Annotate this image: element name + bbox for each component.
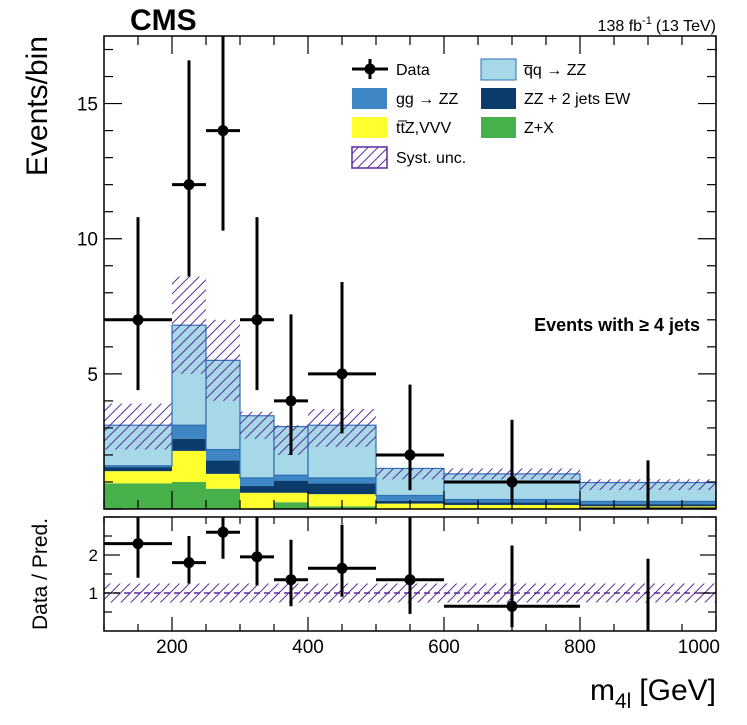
bar-ttzvvv bbox=[206, 473, 240, 489]
legend-swatch-ggzz bbox=[352, 88, 387, 109]
bar-zx bbox=[274, 502, 308, 509]
legend-label-ttzvvv: tt̅Z,VVV bbox=[396, 120, 451, 137]
bar-zzjjew bbox=[308, 483, 376, 495]
bar-ttzvvv bbox=[240, 492, 274, 509]
bar-ggzz bbox=[104, 465, 172, 468]
ratio-point bbox=[404, 574, 416, 586]
ratio-point bbox=[506, 600, 518, 612]
bar-ggzz bbox=[308, 477, 376, 484]
data-point bbox=[285, 395, 297, 407]
legend-swatch-ttzvvv bbox=[352, 117, 387, 138]
legend-swatch-qqzz bbox=[480, 58, 517, 81]
x-axis-title-unit: [GeV] bbox=[639, 674, 716, 707]
jets-annotation: Events with ≥ 4 jets bbox=[534, 315, 700, 335]
bar-ggzz bbox=[376, 495, 444, 501]
energy-value: (13 TeV) bbox=[656, 18, 716, 35]
legend-label-ggzz: gg → ZZ bbox=[396, 91, 458, 108]
main-axes: 5 10 15 bbox=[77, 36, 717, 510]
legend-entry-zx: Z+X bbox=[481, 117, 554, 138]
main-y-tick-label: 10 bbox=[77, 230, 98, 251]
ratio-axes: 1 2 200 400 600 800 1000 bbox=[89, 516, 720, 658]
main-y-tick-label: 15 bbox=[77, 95, 98, 116]
legend-label-zzjjew: ZZ + 2 jets EW bbox=[524, 91, 631, 108]
legend-swatch-syst bbox=[351, 146, 388, 169]
ratio-y-axis-label: Data / Pred. bbox=[29, 518, 52, 630]
ratio-y-tick-label: 1 bbox=[89, 584, 98, 603]
legend: Data q̅q → ZZ gg → ZZ ZZ + 2 jets EW tt̅… bbox=[351, 58, 631, 169]
ratio-plot-content bbox=[104, 517, 716, 631]
legend-entry-zzjjew: ZZ + 2 jets EW bbox=[481, 88, 631, 109]
data-point bbox=[404, 449, 416, 461]
bar-ttzvvv bbox=[104, 471, 172, 484]
x-tick-label: 800 bbox=[564, 637, 596, 658]
lumi-superscript: -1 bbox=[642, 15, 652, 27]
x-tick-label: 600 bbox=[428, 637, 460, 658]
ratio-point bbox=[285, 574, 297, 586]
ratio-point bbox=[183, 557, 195, 569]
legend-entry-qqzz: q̅q → ZZ bbox=[480, 58, 587, 81]
data-point bbox=[217, 125, 229, 137]
data-point bbox=[251, 314, 263, 326]
legend-label-qqzz: q̅q → ZZ bbox=[523, 62, 587, 79]
ratio-point bbox=[132, 538, 144, 550]
bar-zzjjew bbox=[206, 460, 240, 474]
bar-ttzvvv bbox=[274, 492, 308, 503]
experiment-label: CMS bbox=[130, 4, 197, 37]
legend-swatch-zzjjew bbox=[481, 88, 516, 109]
lumi-value: 138 fb bbox=[598, 18, 643, 35]
legend-entry-ggzz: gg → ZZ bbox=[352, 88, 458, 109]
lumi-label: 138 fb-1 (13 TeV) bbox=[598, 15, 716, 35]
bar-ggzz bbox=[206, 449, 240, 461]
legend-entry-data: Data bbox=[352, 59, 430, 79]
svg-text:m4l[GeV]: m4l [GeV] bbox=[590, 674, 716, 713]
legend-swatch-zx bbox=[481, 117, 516, 138]
bar-ttzvvv bbox=[172, 450, 206, 482]
bar-zzjjew bbox=[240, 486, 274, 493]
bar-ggzz bbox=[274, 475, 308, 481]
data-point bbox=[183, 179, 195, 191]
data-point bbox=[336, 368, 348, 380]
svg-text:138 fb-1(13 TeV): 138 fb-1 (13 TeV) bbox=[598, 15, 716, 35]
data-point bbox=[506, 476, 518, 488]
legend-entry-syst: Syst. unc. bbox=[351, 146, 466, 169]
x-tick-label: 200 bbox=[156, 637, 188, 658]
x-tick-label: 1000 bbox=[678, 637, 720, 658]
bar-zx bbox=[172, 481, 206, 509]
syst-band-bin bbox=[206, 319, 240, 401]
legend-label-syst: Syst. unc. bbox=[396, 150, 466, 167]
main-y-tick-label: 5 bbox=[87, 365, 98, 386]
main-y-axis-label: Events/bin bbox=[21, 36, 54, 176]
x-tick-label: 400 bbox=[292, 637, 324, 658]
bar-zx bbox=[206, 488, 240, 509]
x-axis-title-sub: 4l bbox=[615, 690, 631, 713]
syst-band-bin bbox=[104, 403, 172, 450]
bar-ggzz bbox=[240, 477, 274, 487]
bar-zzjjew bbox=[104, 467, 172, 472]
bar-ggzz bbox=[172, 425, 206, 439]
x-axis-title: m4l [GeV] bbox=[590, 674, 716, 713]
ratio-point bbox=[251, 551, 263, 563]
legend-data-marker bbox=[364, 63, 376, 75]
legend-entry-ttzvvv: tt̅Z,VVV bbox=[352, 117, 451, 138]
legend-label-data: Data bbox=[396, 62, 430, 79]
bar-zzjjew bbox=[274, 480, 308, 493]
bar-zzjjew bbox=[172, 438, 206, 451]
main-panel: 5 10 15 Events/bin Events with ≥ 4 jets bbox=[21, 35, 717, 510]
data-point bbox=[132, 314, 144, 326]
ratio-point bbox=[336, 562, 348, 574]
ratio-point bbox=[217, 526, 229, 538]
ratio-panel: 1 2 200 400 600 800 1000 Data / Pred. m4l [GeV] bbox=[29, 516, 720, 713]
x-axis-title-var: m bbox=[590, 674, 615, 707]
legend-label-zx: Z+X bbox=[524, 120, 554, 137]
syst-band-bin bbox=[240, 411, 274, 439]
syst-band-bin bbox=[172, 276, 206, 374]
ratio-y-tick-label: 2 bbox=[89, 546, 98, 565]
